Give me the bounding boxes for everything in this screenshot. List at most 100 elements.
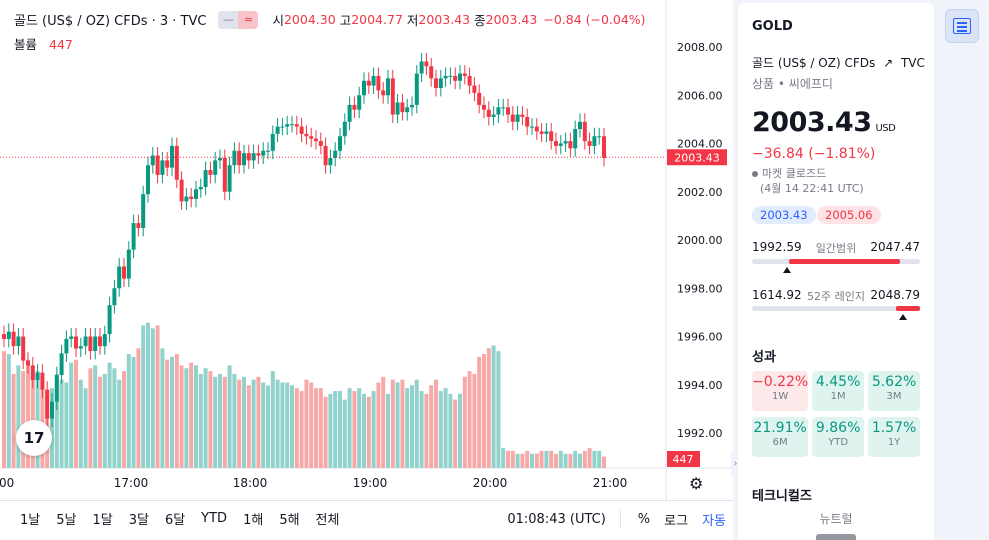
volume-bar xyxy=(203,368,208,468)
candle-body xyxy=(242,153,246,166)
range-5d[interactable]: 5날 xyxy=(56,513,77,528)
candle-body xyxy=(126,249,131,279)
log-toggle[interactable]: 로그 xyxy=(664,513,689,529)
range-6m[interactable]: 6달 xyxy=(164,513,186,528)
volume-value: 447 xyxy=(49,37,73,52)
candle-body xyxy=(376,75,381,91)
candle-body xyxy=(160,160,165,175)
volume-bar xyxy=(150,328,155,468)
candle-body xyxy=(602,136,606,158)
performance-cell[interactable]: 5.62% 3M xyxy=(868,371,920,411)
volume-bar xyxy=(419,391,424,468)
performance-cell[interactable]: 9.86% YTD xyxy=(812,417,865,457)
performance-period: YTD xyxy=(828,437,849,448)
candle-body xyxy=(390,78,395,115)
year-range-label: 52주 레인지 xyxy=(807,290,865,303)
performance-cell[interactable]: 4.45% 1M xyxy=(812,371,865,411)
performance-cell[interactable]: −0.22% 1W xyxy=(752,371,809,411)
y-tick-label: 2000.00 xyxy=(677,234,723,247)
range-1m[interactable]: 1달 xyxy=(92,513,113,528)
range-ytd[interactable]: YTD xyxy=(201,511,228,526)
candle-body xyxy=(74,336,78,349)
volume-bar xyxy=(16,365,21,468)
volume-bar xyxy=(597,450,602,468)
candle-body xyxy=(117,266,122,289)
price-value: 2003.43 xyxy=(752,107,872,138)
minus-icon[interactable]: — xyxy=(218,10,239,29)
range-all[interactable]: 전체 xyxy=(315,513,340,528)
candle-body xyxy=(107,305,112,335)
volume-bar xyxy=(323,396,328,468)
year-high: 2048.79 xyxy=(870,288,920,302)
candle-body xyxy=(237,150,242,166)
candle-body xyxy=(386,78,390,96)
year-range-marker-icon xyxy=(899,314,908,320)
volume-bar xyxy=(59,379,64,468)
volume-bar xyxy=(78,379,83,468)
day-range-row: 1992.59 일간범위 2047.47 xyxy=(752,240,920,256)
open-value: 2004.30 xyxy=(283,12,336,27)
candle-body xyxy=(35,372,40,380)
legend-toggle[interactable]: — ≈ xyxy=(218,10,259,29)
range-5y[interactable]: 5해 xyxy=(279,513,300,528)
market-status: 마켓 클로즈드 xyxy=(752,165,826,181)
volume-label[interactable]: 볼륨 xyxy=(14,37,38,52)
candle-body xyxy=(11,331,16,347)
volume-bar xyxy=(26,359,30,468)
bottom-toolbar: 1날 5날 1달 3달 6달 YTD 1해 5해 전체 01:08:43 (UT… xyxy=(0,500,733,536)
candle-body xyxy=(534,126,539,132)
tradingview-logo[interactable]: 17 xyxy=(16,420,52,456)
symbol-name[interactable]: 골드 (US$ / OZ) CFDs xyxy=(752,56,876,70)
candle-body xyxy=(150,155,155,166)
volume-bar xyxy=(208,371,213,468)
candle-body xyxy=(83,336,88,347)
range-1y[interactable]: 1해 xyxy=(243,513,264,528)
volume-bar xyxy=(520,453,525,468)
ask-badge: 2005.06 xyxy=(817,206,881,224)
candle-body xyxy=(213,160,218,175)
low-value: 2003.43 xyxy=(418,12,471,27)
volume-bar xyxy=(582,450,587,468)
candle-body xyxy=(587,141,592,146)
approx-icon[interactable]: ≈ xyxy=(238,10,259,29)
price-chart[interactable]: 2008.00 2006.00 2004.00 2002.00 2000.00 1998.… xyxy=(0,0,733,500)
x-tick-label: 21:00 xyxy=(593,476,628,490)
candle-body xyxy=(59,353,64,376)
candle-body xyxy=(443,75,448,79)
technicals-value: 뉴트럴 xyxy=(819,512,853,526)
candle-body xyxy=(64,338,69,354)
candle-body xyxy=(309,136,314,139)
candle-body xyxy=(520,114,525,117)
candle-body xyxy=(347,104,352,122)
range-1d[interactable]: 1날 xyxy=(20,513,41,528)
volume-bar xyxy=(155,325,160,468)
performance-title: 성과 xyxy=(752,350,776,365)
candle-body xyxy=(482,104,486,110)
performance-period: 1W xyxy=(771,391,789,402)
panel-collapse-handle[interactable]: › xyxy=(731,450,740,478)
candle-body xyxy=(256,153,261,156)
gear-icon[interactable]: ⚙ xyxy=(689,474,704,493)
technicals-gauge xyxy=(816,534,856,540)
candle-body xyxy=(54,375,59,402)
price-change: −36.84 (−1.81%) xyxy=(752,146,876,162)
volume-bar xyxy=(486,348,491,468)
percent-toggle[interactable]: % xyxy=(637,511,651,527)
candle-body xyxy=(45,389,50,419)
volume-tag xyxy=(667,451,700,467)
technicals-title[interactable]: 테크니컬즈 xyxy=(752,489,812,504)
details-symbol[interactable]: 골드 (US$ / OZ) CFDs ↗ TVC xyxy=(752,54,925,71)
symbol-line[interactable]: 골드 (US$ / OZ) CFDs · 3 · TVC xyxy=(14,14,207,29)
chart-panel[interactable]: 2008.00 2006.00 2004.00 2002.00 2000.00 1998.… xyxy=(0,0,733,540)
clock[interactable]: 01:08:43 (UTC) xyxy=(507,511,606,527)
volume-bar xyxy=(246,385,251,468)
candle-body xyxy=(582,121,587,142)
range-3m[interactable]: 3달 xyxy=(128,513,149,528)
watchlist-details-button[interactable] xyxy=(945,9,979,43)
performance-cell[interactable]: 21.91% 6M xyxy=(752,417,809,457)
performance-cell[interactable]: 1.57% 1Y xyxy=(868,417,920,457)
external-link-icon[interactable]: ↗ xyxy=(883,56,894,70)
volume-bar xyxy=(299,391,304,468)
auto-toggle[interactable]: 자동 xyxy=(702,513,726,529)
